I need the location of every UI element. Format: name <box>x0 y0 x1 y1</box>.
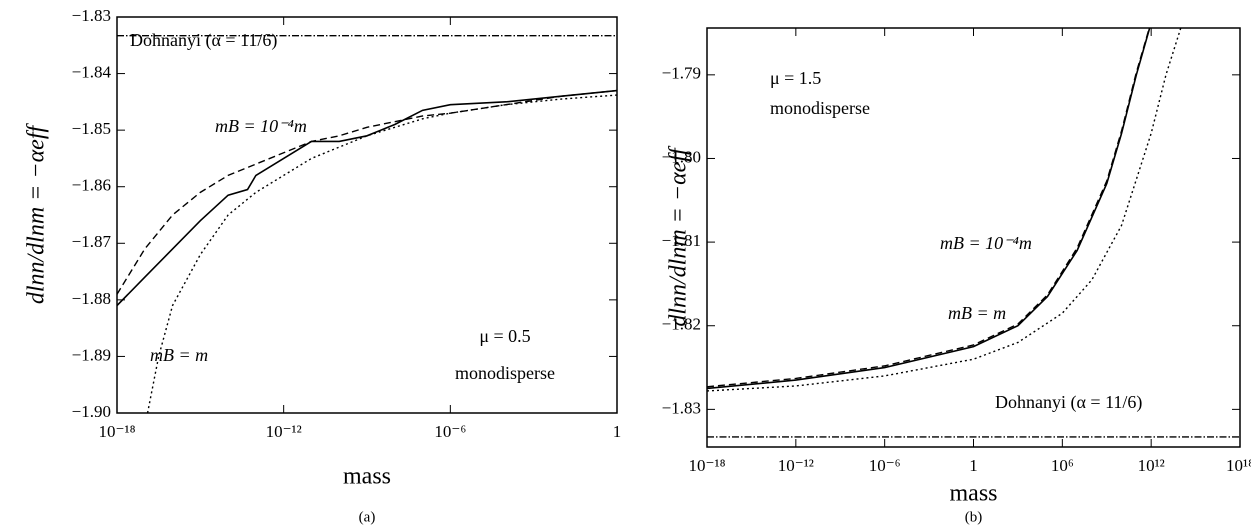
annotation: monodisperse <box>455 363 555 383</box>
y-tick-label: −1.84 <box>72 62 112 81</box>
y-tick-label: −1.79 <box>662 64 701 83</box>
annotation: mB = 10⁻⁴m <box>940 233 1032 253</box>
y-axis-label: dlnn/dlnm = −αeff <box>24 123 50 305</box>
annotation: μ = 0.5 <box>479 326 530 346</box>
panel: 10⁻¹⁸ 10⁻¹² 10⁻⁶ 1 10⁶ 10¹² 10¹⁸ −1.83 −1.82 −1.8… <box>662 27 1251 525</box>
y-tick-label: −1.87 <box>72 232 112 251</box>
y-tick-label: −1.86 <box>72 176 111 195</box>
y-tick-label: −1.83 <box>72 6 111 25</box>
y-tick-label: −1.83 <box>662 398 701 417</box>
x-tick-label: 10⁻⁶ <box>869 456 901 475</box>
line-series <box>117 89 617 295</box>
caption: (b) <box>965 509 983 525</box>
caption: (a) <box>359 509 376 525</box>
x-tick-label: 10⁻⁶ <box>434 422 466 441</box>
annotation: Dohnanyi (α = 11/6) <box>130 30 277 51</box>
annotation: mB = 10⁻⁴m <box>215 116 307 136</box>
x-tick-label: 10⁻¹⁸ <box>689 456 726 475</box>
x-tick-label: 10⁻¹² <box>778 456 814 475</box>
x-tick-label: 1 <box>969 456 978 475</box>
y-tick-label: −1.80 <box>662 147 701 166</box>
x-tick-label: 10⁻¹² <box>266 422 302 441</box>
x-tick-label: 1 <box>613 422 622 441</box>
x-tick-label: 10¹² <box>1138 456 1165 475</box>
annotation: monodisperse <box>770 98 870 118</box>
y-tick-label: −1.88 <box>72 289 111 308</box>
y-tick-label: −1.89 <box>72 345 111 364</box>
y-axis-label: dlnn/dlnm = −αeff <box>666 145 692 327</box>
line-series <box>117 89 617 307</box>
x-tick-label: 10⁻¹⁸ <box>99 422 136 441</box>
x-tick-label: 10¹⁸ <box>1226 456 1251 475</box>
plot-frame <box>116 16 618 414</box>
line-series <box>707 28 1151 390</box>
y-tick-label: −1.81 <box>662 231 701 250</box>
x-axis-label: mass <box>950 481 998 507</box>
annotation: mB = m <box>948 303 1006 323</box>
panel: 10⁻¹⁸ 10⁻¹² 10⁻⁶ 1 −1.83 −1.84 −1.85 −1.86 −1.87… <box>24 6 622 526</box>
line-series <box>707 28 1150 388</box>
y-tick-label: −1.90 <box>72 402 111 421</box>
annotation: Dohnanyi (α = 11/6) <box>995 392 1142 413</box>
y-tick-label: −1.85 <box>72 119 111 138</box>
y-tick-label: −1.82 <box>662 315 701 334</box>
annotation: mB = m <box>150 345 208 365</box>
annotation: μ = 1.5 <box>770 68 821 88</box>
x-tick-label: 10⁶ <box>1051 456 1074 475</box>
x-axis-label: mass <box>343 464 391 490</box>
